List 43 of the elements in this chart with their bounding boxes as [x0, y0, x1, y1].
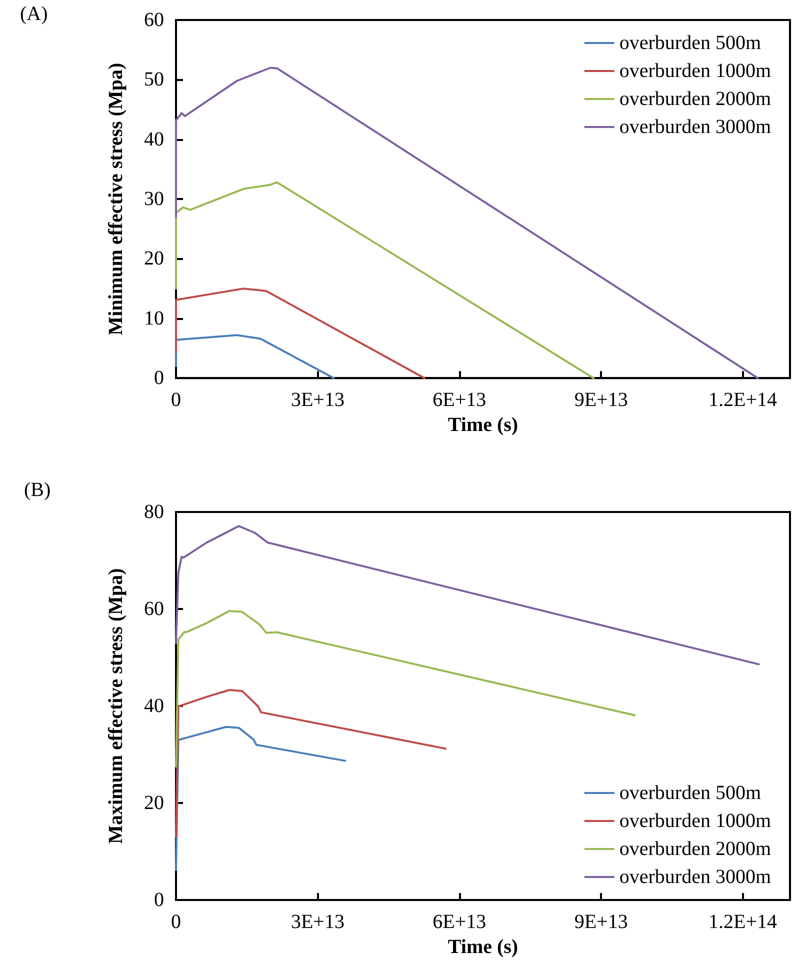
x-tick-label: 9E+13	[574, 389, 628, 412]
text: (A)	[20, 3, 48, 25]
legend-label: overburden 1000m	[619, 60, 772, 82]
x-tick-label: 6E+13	[432, 389, 486, 412]
y-tick-label: 0	[154, 889, 164, 911]
legend-label: overburden 500m	[619, 32, 762, 54]
legend-label: overburden 3000m	[619, 866, 772, 888]
text: (B)	[24, 479, 51, 501]
line-series	[175, 288, 426, 380]
x-tick-label: 1.2E+14	[708, 389, 778, 412]
legend-label: overburden 2000m	[619, 88, 772, 110]
legend-label: overburden 500m	[619, 782, 762, 804]
x-axis-title: Time (s)	[448, 414, 518, 436]
line-series	[175, 525, 760, 666]
y-tick-label: 60	[144, 598, 164, 620]
x-axis-title: Time (s)	[448, 936, 518, 958]
x-tick-label: 0	[171, 389, 181, 412]
y-tick-label: 10	[144, 307, 164, 330]
x-tick-label: 9E+13	[574, 911, 628, 933]
line-series	[175, 334, 335, 380]
x-tick-label: 0	[171, 911, 181, 933]
x-tick-label: 3E+13	[290, 389, 344, 412]
x-tick-label: 1.2E+14	[708, 911, 778, 933]
legend-label: overburden 1000m	[619, 810, 772, 832]
y-tick-label: 20	[144, 248, 164, 270]
y-tick-label: 50	[144, 68, 164, 91]
y-tick-label: 20	[144, 792, 164, 814]
y-tick-label: 40	[144, 128, 164, 150]
x-tick-label: 6E+13	[432, 911, 486, 933]
legend-label: overburden 2000m	[619, 838, 772, 860]
y-tick-label: 30	[144, 188, 164, 210]
y-axis-title: Minimum effective stress (Mpa)	[105, 62, 127, 336]
legend-label: overburden 3000m	[619, 116, 772, 138]
x-tick-label: 3E+13	[290, 911, 344, 933]
line-series	[175, 610, 636, 768]
y-tick-label: 0	[154, 367, 164, 390]
line-series	[175, 688, 447, 838]
y-tick-label: 60	[144, 9, 164, 31]
y-axis-title: Maximum effective stress (Mpa)	[105, 568, 127, 844]
line-series	[175, 181, 595, 380]
y-tick-label: 40	[144, 695, 164, 717]
line-series	[175, 726, 346, 871]
y-tick-label: 80	[144, 501, 164, 523]
